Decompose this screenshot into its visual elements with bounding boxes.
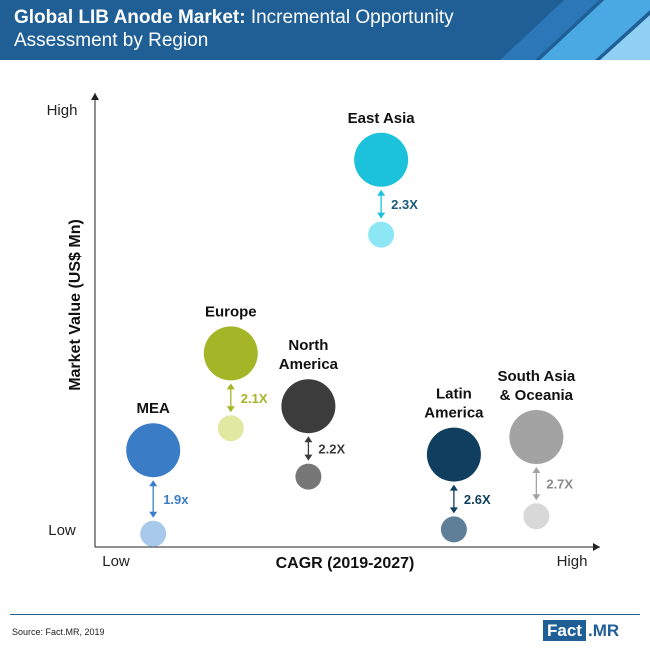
- growth-arrowhead-down: [149, 511, 158, 518]
- bubble-south-asia-oceania-2019: [523, 503, 550, 530]
- bubble-mea-2027: [126, 423, 181, 478]
- growth-multiplier-label: 1.9x: [163, 492, 189, 507]
- bubble-europe-2019: [217, 415, 244, 442]
- region-label: & Oceania: [500, 387, 574, 404]
- bubble-east-asia-2019: [368, 221, 395, 248]
- growth-arrowhead-up: [149, 480, 158, 487]
- growth-multiplier-label: 2.3X: [391, 197, 418, 212]
- bubble-north-america-2027: [281, 379, 336, 434]
- growth-multiplier-label: 2.6X: [464, 492, 491, 507]
- logo-fact: Fact: [543, 620, 586, 641]
- growth-multiplier-label: 2.2X: [318, 441, 345, 456]
- growth-arrowhead-down: [377, 212, 386, 219]
- growth-arrowhead-down: [226, 406, 235, 413]
- region-label: North: [288, 337, 328, 354]
- growth-arrowhead-up: [304, 436, 313, 443]
- bubble-latin-america-2019: [440, 516, 467, 543]
- footer-divider: [10, 614, 640, 615]
- y-tick-high: High: [47, 102, 78, 119]
- y-tick-low: Low: [48, 522, 76, 539]
- growth-arrowhead-up: [226, 383, 235, 390]
- region-label: Latin: [436, 386, 472, 403]
- x-axis-label: CAGR (2019-2027): [276, 555, 415, 572]
- x-axis-arrowhead: [593, 543, 600, 551]
- bubble-latin-america-2027: [426, 427, 481, 482]
- y-axis-arrowhead: [91, 93, 99, 100]
- growth-arrowhead-down: [449, 507, 458, 514]
- bubble-south-asia-oceania-2027: [509, 410, 564, 464]
- region-label: Europe: [205, 303, 257, 320]
- region-label: America: [424, 405, 484, 422]
- header-banner: Global LIB Anode Market: Incremental Opp…: [0, 0, 650, 60]
- bubble-chart: Low High Low High CAGR (2019-2027) Market Val…: [47, 93, 600, 572]
- growth-arrowhead-up: [449, 484, 458, 491]
- growth-multiplier-label: 2.1X: [241, 391, 268, 406]
- bubble-europe-2027: [203, 326, 258, 381]
- y-axis-label: Market Value (US$ Mn): [67, 219, 84, 391]
- growth-arrowhead-down: [304, 454, 313, 461]
- x-tick-low: Low: [102, 553, 130, 570]
- growth-arrowhead-up: [532, 467, 541, 473]
- region-label: South Asia: [497, 368, 575, 385]
- region-label: America: [279, 356, 339, 373]
- x-tick-high: High: [557, 553, 588, 570]
- bubble-north-america-2019: [295, 463, 322, 490]
- region-label: East Asia: [348, 110, 416, 127]
- source-note: Source: Fact.MR, 2019: [12, 627, 105, 637]
- factmr-logo: Fact .MR: [543, 620, 620, 643]
- logo-mr: .MR: [587, 621, 620, 640]
- chart-title-rest: Incremental Opportunity Assessment by Re…: [14, 7, 454, 51]
- bubble-east-asia-2027: [354, 132, 409, 187]
- bubble-mea-2019: [140, 520, 167, 547]
- growth-arrowhead-up: [377, 189, 386, 196]
- chart-title-bold: Global LIB Anode Market:: [14, 7, 246, 28]
- chart-title: Global LIB Anode Market: Incremental Opp…: [14, 6, 484, 52]
- growth-arrowhead-down: [532, 494, 541, 501]
- header-decoration: [500, 0, 650, 60]
- growth-multiplier-label: 2.7X: [546, 477, 573, 492]
- region-label: MEA: [137, 400, 171, 417]
